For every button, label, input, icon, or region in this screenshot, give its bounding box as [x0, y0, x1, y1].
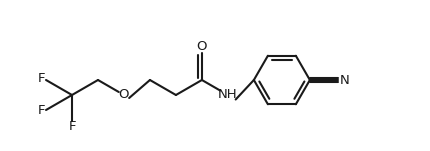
Text: F: F [37, 72, 45, 85]
Text: O: O [119, 88, 129, 101]
Text: F: F [68, 120, 76, 133]
Text: F: F [37, 103, 45, 117]
Text: N: N [340, 74, 349, 87]
Text: O: O [197, 40, 207, 53]
Text: NH: NH [218, 88, 238, 101]
